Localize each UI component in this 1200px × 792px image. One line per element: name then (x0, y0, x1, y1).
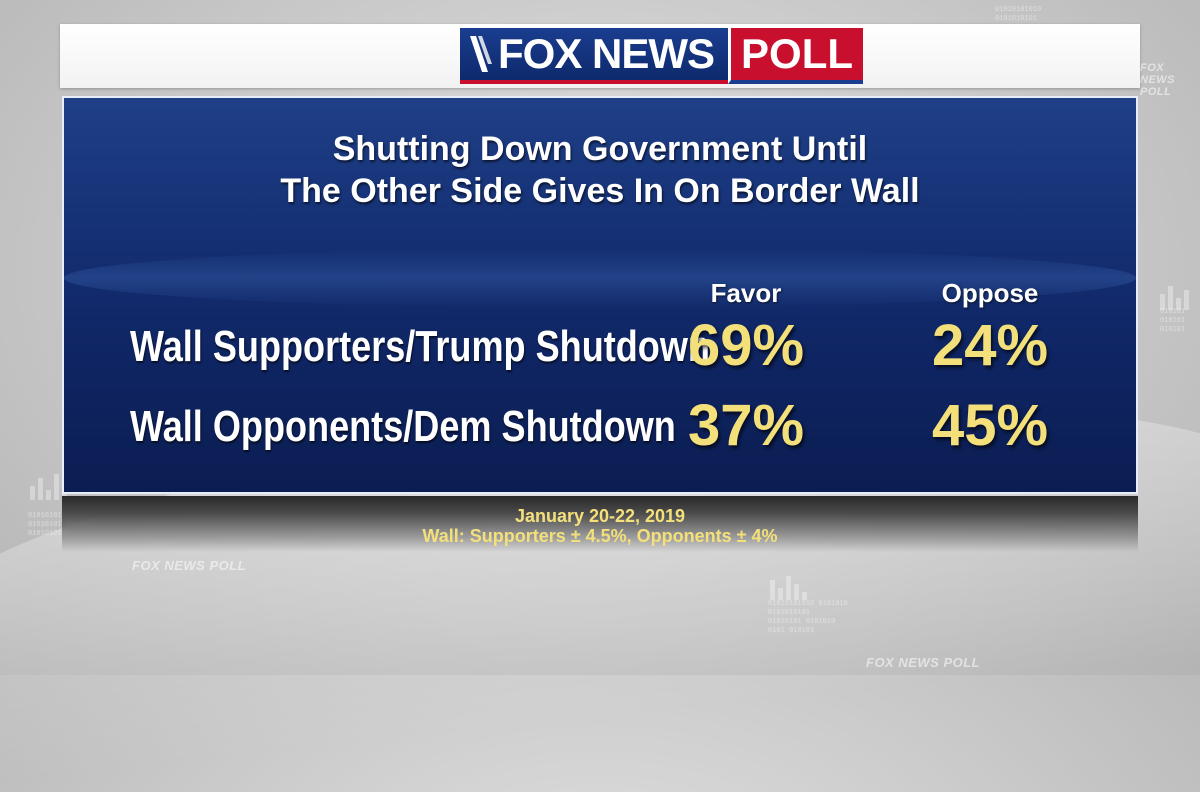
poll-title-line1: Shutting Down Government Until (332, 130, 868, 168)
background-watermark: FOX NEWS POLL (132, 558, 247, 573)
fox-news-logo: FOX NEWS (460, 28, 729, 84)
poll-logo: POLL (728, 28, 864, 84)
background-watermark: FOX NEWS POLL (1140, 62, 1175, 98)
background-binary-pattern: 01010101010 0101010 0101010101 01010101 … (768, 600, 848, 635)
value-opponents-favor: 37% (687, 393, 805, 458)
background-bars-icon (1160, 280, 1189, 310)
logo-poll-text: POLL (741, 30, 854, 77)
background-watermark: FOX NEWS POLL (866, 655, 981, 670)
panel-sheen (64, 248, 1136, 308)
header-strip: FOX NEWS POLL (60, 24, 1140, 88)
column-header-oppose: Oppose (941, 278, 1039, 308)
searchlight-icon (470, 36, 492, 72)
poll-panel: Shutting Down Government Until The Other… (62, 96, 1138, 494)
column-header-favor: Favor (710, 278, 782, 308)
value-opponents-oppose: 45% (931, 393, 1049, 458)
row-label-wall-opponents: Wall Opponents/Dem Shutdown (130, 402, 676, 451)
footer-strip: January 20-22, 2019 Wall: Supporters ± 4… (62, 496, 1138, 552)
poll-date: January 20-22, 2019 (514, 506, 686, 526)
value-supporters-favor: 69% (687, 313, 805, 378)
logo-fox-text: FOX NEWS (498, 30, 715, 77)
row-label-wall-supporters: Wall Supporters/Trump Shutdown (130, 322, 710, 371)
background-binary-pattern: 01010101010 0101010101 (995, 6, 1042, 23)
fox-news-poll-logo: FOX NEWS POLL (460, 28, 864, 84)
background-binary-pattern: 010101 010101 010101 (1160, 308, 1186, 334)
margin-of-error: Wall: Supporters ± 4.5%, Opponents ± 4% (422, 526, 778, 546)
value-supporters-oppose: 24% (931, 313, 1049, 378)
poll-title-line2: The Other Side Gives In On Border Wall (280, 172, 920, 210)
background-bars-icon (770, 570, 807, 600)
poll-title: Shutting Down Government Until The Other… (64, 128, 1136, 212)
